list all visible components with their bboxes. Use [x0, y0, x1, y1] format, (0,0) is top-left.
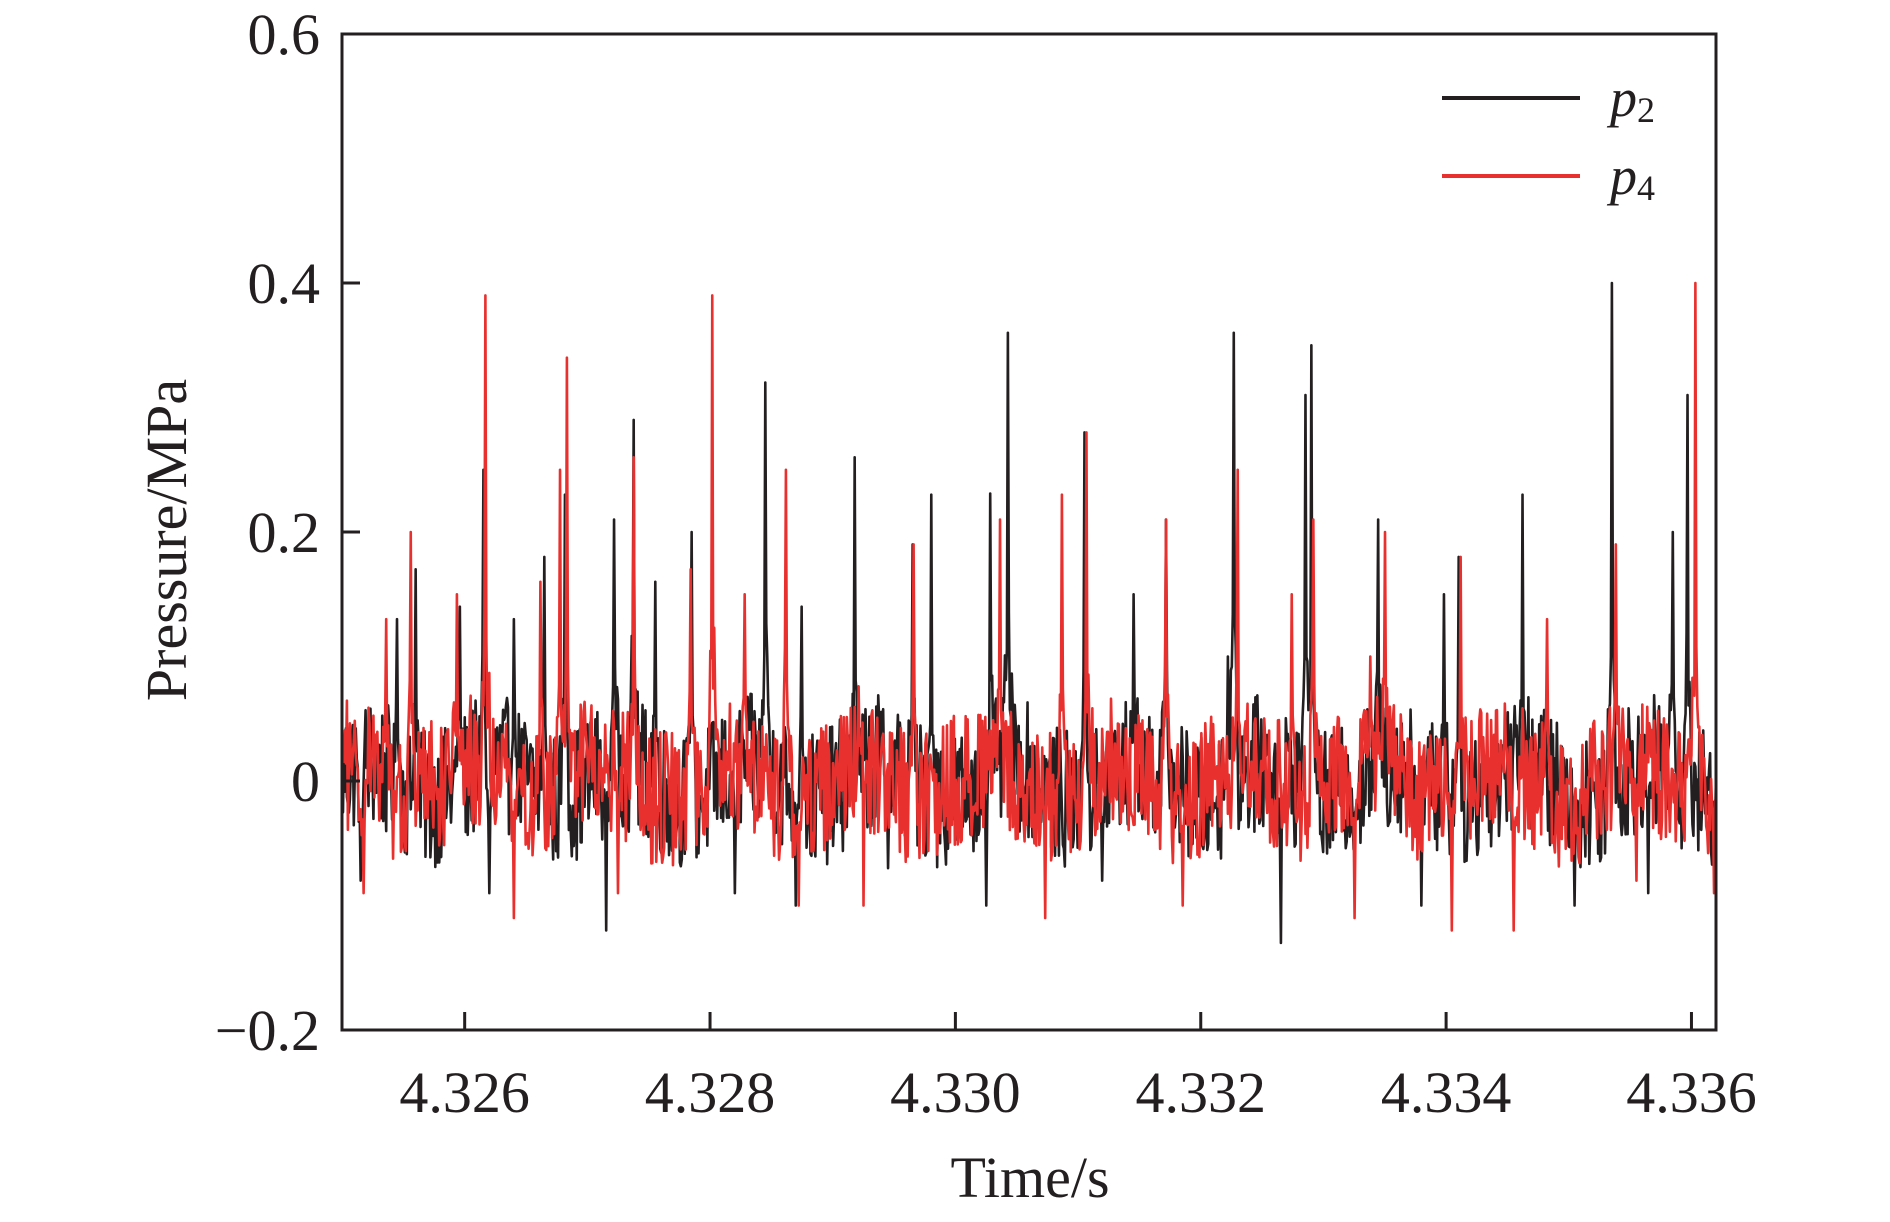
x-tick-label: 4.336	[1626, 1060, 1757, 1125]
y-tick-label: 0.2	[248, 500, 321, 565]
y-tick-label: 0	[291, 749, 320, 814]
x-axis-title: Time/s	[950, 1145, 1109, 1210]
series-layer	[340, 281, 1718, 945]
axes-layer: 4.326 4.328 4.330 4.332 4.334 4.336 −0.2 0 0.2 0.…	[215, 2, 1757, 1125]
x-tick-label: 4.328	[645, 1060, 776, 1125]
y-tick-label: 0.6	[248, 2, 321, 67]
x-tick-label: 4.330	[890, 1060, 1021, 1125]
series-line-p4	[341, 281, 1718, 932]
legend-label-p2: p2	[1606, 68, 1655, 130]
x-tick-label: 4.332	[1136, 1060, 1267, 1125]
plot-frame	[340, 32, 1718, 1032]
y-axis-title: Pressure/MPa	[134, 379, 199, 701]
y-tick-label: −0.2	[215, 998, 320, 1063]
x-tick-label: 4.326	[399, 1060, 530, 1125]
series-line-p2	[340, 281, 1718, 945]
y-tick-label: 0.4	[248, 251, 321, 316]
x-tick-label: 4.334	[1381, 1060, 1512, 1125]
legend-label-p4: p4	[1606, 146, 1655, 208]
